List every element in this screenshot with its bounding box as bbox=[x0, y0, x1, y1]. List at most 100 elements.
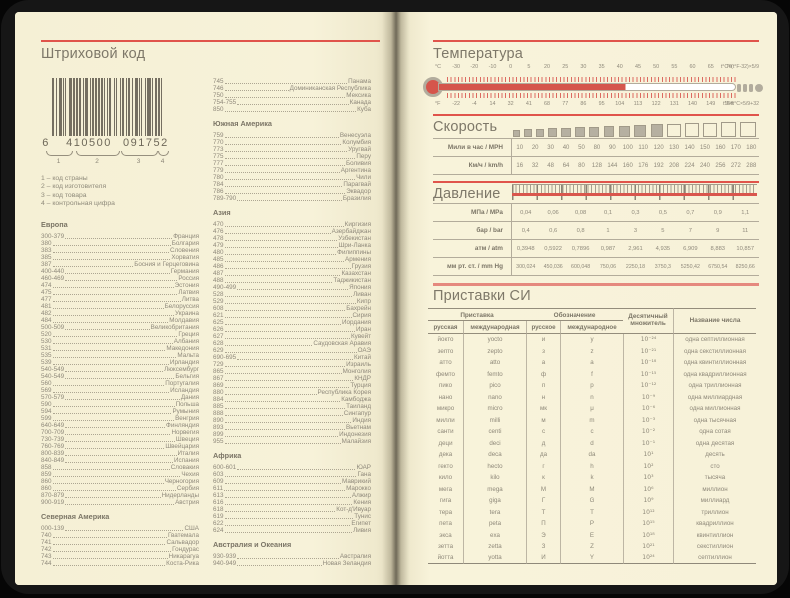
country-name: Хорватия bbox=[171, 254, 199, 261]
country-code: 484 bbox=[41, 317, 52, 324]
country-name: Польша bbox=[175, 401, 199, 408]
section-header: Северная Америка bbox=[41, 512, 110, 521]
si-prefix-international: hecto bbox=[463, 460, 526, 472]
si-prefix-russian: микро bbox=[436, 405, 455, 413]
barcode-bar bbox=[59, 78, 62, 136]
country-name: Сальвадор bbox=[166, 539, 199, 546]
si-number-name: одна триллионная bbox=[673, 380, 756, 392]
dotted-leader bbox=[65, 503, 175, 505]
fahrenheit-label: 113 bbox=[633, 101, 643, 107]
country-name: Сирия bbox=[352, 312, 372, 319]
dotted-leader bbox=[224, 82, 348, 84]
country-code: 779 bbox=[213, 167, 224, 174]
si-header-symbol: Обозначение bbox=[526, 308, 623, 321]
section-header: Европа bbox=[41, 220, 68, 229]
si-multiplier: 10⁻²⁴ bbox=[623, 334, 673, 346]
barcode-gap bbox=[162, 78, 163, 136]
dotted-leader bbox=[52, 293, 178, 295]
si-symbol-russian: З bbox=[526, 541, 560, 553]
dotted-leader bbox=[65, 237, 173, 239]
top-rule-right bbox=[433, 40, 759, 42]
value-cell: 3 bbox=[633, 227, 638, 234]
country-code: 626 bbox=[213, 326, 224, 333]
country-name: Швеция bbox=[175, 436, 199, 443]
si-multiplier: 10³ bbox=[623, 472, 673, 484]
country-row: 535 Мальта bbox=[41, 352, 199, 359]
country-row: 779 Аргентина bbox=[213, 167, 371, 174]
celsius-labels: -30 -20 -10 0 5 20 25 30 35 40 45 50 55 60 65 70 bbox=[447, 64, 738, 70]
dotted-leader bbox=[237, 288, 349, 290]
dotted-leader bbox=[224, 386, 350, 388]
country-row: 613 Алжир bbox=[213, 492, 371, 499]
value-cell: 130 bbox=[669, 144, 680, 151]
country-code: 770 bbox=[213, 139, 224, 146]
country-row: 640-649 Финляндия bbox=[41, 422, 199, 429]
dotted-leader bbox=[224, 531, 353, 533]
barcode-bar bbox=[144, 78, 146, 136]
si-symbol-international: p bbox=[560, 380, 623, 392]
value-cell: 0,5922 bbox=[544, 245, 563, 252]
country-section: 745 Панама 746 Доминиканская Республика 750 М… bbox=[213, 78, 371, 113]
pressure-row: бар / bar 0,4 0,6 0,8 1 3 5 7 9 11 bbox=[433, 221, 759, 239]
si-prefix-russian: фемто bbox=[436, 370, 455, 378]
barcode-bar bbox=[94, 78, 98, 136]
value-cell: 120 bbox=[653, 144, 664, 151]
si-symbol-russian: мк bbox=[526, 403, 560, 415]
country-code: 300-379 bbox=[41, 233, 65, 240]
fahrenheit-label: 158 bbox=[724, 101, 734, 107]
section-rule-3 bbox=[433, 283, 759, 286]
si-number-name: одна квинтиллионная bbox=[673, 357, 756, 369]
fahrenheit-label: 122 bbox=[651, 101, 661, 107]
dotted-leader bbox=[224, 274, 341, 276]
celsius-label: 50 bbox=[653, 64, 660, 70]
country-name: Румыния bbox=[172, 408, 199, 415]
dotted-leader bbox=[237, 358, 353, 360]
barcode-bars bbox=[52, 78, 164, 136]
dotted-leader bbox=[224, 517, 354, 519]
dotted-leader bbox=[65, 461, 173, 463]
country-row: 885 Таиланд bbox=[213, 403, 371, 410]
value-cells: 0,3948 0,5922 0,7896 0,987 2,961 4,935 6,909 8,… bbox=[512, 246, 759, 252]
dotted-leader bbox=[224, 475, 357, 477]
country-row: 540-549 Бельгия bbox=[41, 373, 199, 380]
dotted-leader bbox=[65, 370, 164, 372]
barcode-bar bbox=[147, 78, 151, 136]
value-cell: 80 bbox=[578, 162, 585, 169]
value-cell: 0,6 bbox=[549, 227, 558, 234]
speed-table: Мили в час / MPH 10 20 30 40 50 80 90 100 110 120 1… bbox=[433, 138, 759, 175]
country-name: Бельгия bbox=[175, 373, 199, 380]
dotted-leader bbox=[224, 260, 345, 262]
country-row: 616 Кения bbox=[213, 499, 371, 506]
celsius-label: 55 bbox=[671, 64, 678, 70]
country-row: 300-379 Франция bbox=[41, 233, 199, 240]
dotted-leader bbox=[52, 258, 171, 260]
dotted-leader bbox=[224, 302, 356, 304]
si-prefix-international: nano bbox=[463, 391, 526, 403]
country-row: 539 Ирландия bbox=[41, 359, 199, 366]
country-row: 754-755 Канада bbox=[213, 99, 371, 106]
dotted-leader bbox=[224, 524, 351, 526]
country-name: Словакия bbox=[170, 464, 199, 471]
value-cell: 9 bbox=[716, 227, 720, 234]
barcode-segment-label: 3 bbox=[136, 158, 141, 165]
value-cell: 750,06 bbox=[599, 263, 617, 270]
country-code: 603 bbox=[213, 471, 224, 478]
country-row: 569 Исландия bbox=[41, 387, 199, 394]
value-cell: 240 bbox=[699, 162, 710, 169]
si-multiplier: 10⁻³ bbox=[623, 414, 673, 426]
barcode-bracket bbox=[76, 151, 120, 156]
dotted-leader bbox=[224, 372, 342, 374]
value-cell: 30 bbox=[547, 144, 554, 151]
si-symbol-international: Z bbox=[560, 541, 623, 553]
dotted-leader bbox=[224, 192, 346, 194]
si-symbol-russian: И bbox=[526, 552, 560, 564]
barcode-bar bbox=[52, 78, 55, 136]
country-name: Кения bbox=[353, 499, 371, 506]
section-header: Южная Америка bbox=[213, 119, 272, 128]
section-header: Азия bbox=[213, 208, 231, 217]
country-row: 477 Литва bbox=[41, 296, 199, 303]
country-name: Испания bbox=[174, 457, 199, 464]
unit-label: МПа / MPa bbox=[433, 204, 512, 221]
barcode-bar bbox=[161, 78, 163, 136]
country-name: Гватемала bbox=[167, 532, 199, 539]
